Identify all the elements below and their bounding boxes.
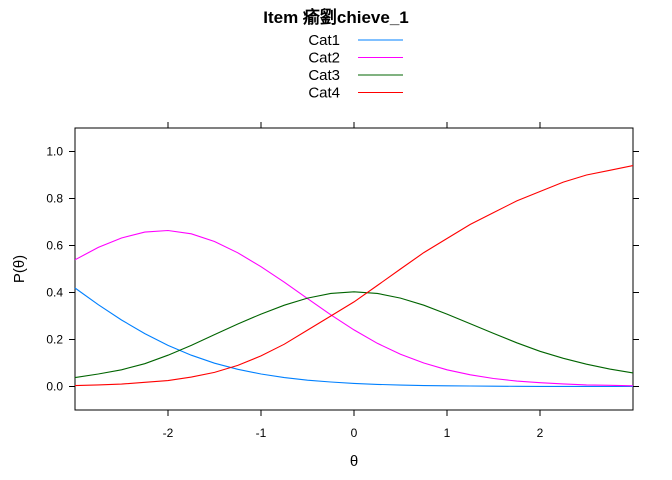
chart-title: Item 瘉劉chieve_1 (263, 7, 409, 27)
series-line-cat1 (74, 287, 633, 388)
y-tick-label: 1.0 (46, 145, 63, 159)
y-tick-label: 0.0 (46, 380, 63, 394)
x-tick-label: -1 (256, 426, 267, 440)
series-group (74, 165, 634, 388)
y-tick-label: 0.8 (46, 192, 63, 206)
plot-frame (74, 127, 634, 411)
series-line-cat3 (74, 291, 634, 379)
legend-label: Cat3 (308, 67, 340, 84)
axes: -2 -1 0 1 2 0.0 0.2 0.4 0.6 0.8 1.0 (46, 122, 639, 440)
y-tick-label: 0.6 (46, 239, 63, 253)
y-tick-label: 0.2 (46, 333, 63, 347)
x-axis-label: θ (350, 453, 358, 470)
x-tick-label: -2 (163, 426, 174, 440)
legend-label: Cat4 (308, 85, 340, 102)
legend-label: Cat2 (308, 50, 340, 67)
x-tick-label: 0 (351, 426, 358, 440)
x-tick-label: 1 (444, 426, 451, 440)
x-tick-label: 2 (537, 426, 544, 440)
legend-label: Cat1 (308, 32, 340, 49)
series-line-cat2 (74, 229, 634, 387)
y-axis-label: P(θ) (11, 255, 28, 283)
y-tick-label: 0.4 (46, 286, 63, 300)
series-line-cat4 (74, 165, 634, 387)
